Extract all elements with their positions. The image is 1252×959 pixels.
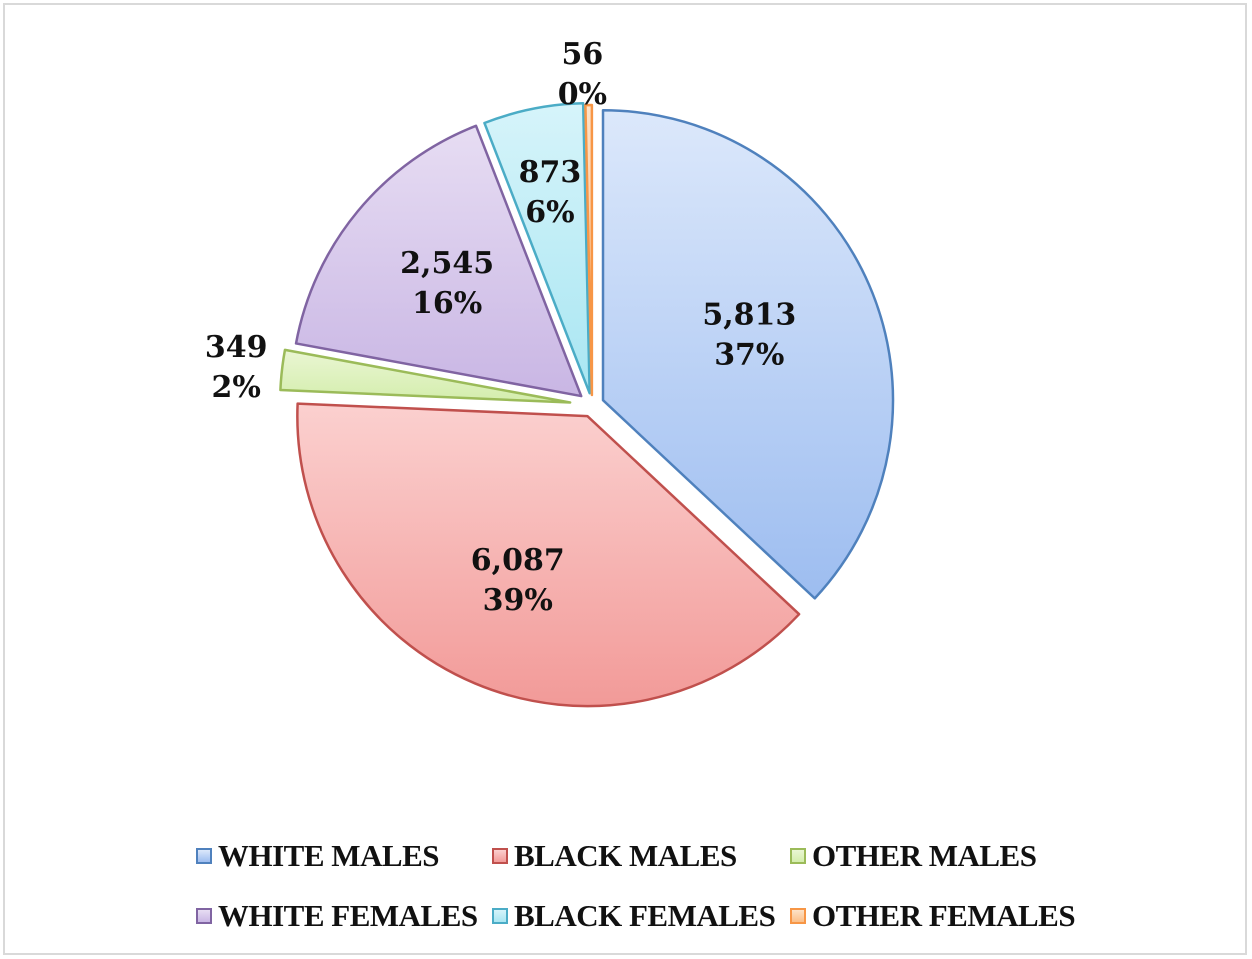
data-label-percent-other-males: 2% xyxy=(212,370,261,405)
pie-slice-black-females xyxy=(483,102,591,395)
data-label-value-white-males: 5,813 xyxy=(702,298,796,333)
pie-labels: 5,813 37% 6,087 39% 349 2% 2,545 16% 873 6% 56 0% xyxy=(205,37,796,618)
data-label-percent-black-females: 6% xyxy=(525,195,574,230)
data-label-value-black-males: 6,087 xyxy=(471,543,565,578)
data-label-percent-white-females: 16% xyxy=(412,286,482,321)
pie-slice-other-males xyxy=(279,348,572,404)
data-label-percent-other-females: 0% xyxy=(558,77,607,112)
pie-slice-white-males xyxy=(601,108,895,600)
data-label-value-white-females: 2,545 xyxy=(400,246,494,281)
data-label-value-black-females: 873 xyxy=(519,155,582,190)
pie-slice-white-females xyxy=(294,124,583,398)
pie-slices xyxy=(279,102,895,708)
data-label-value-other-males: 349 xyxy=(205,330,268,365)
pie-slice-other-females xyxy=(584,103,594,397)
data-label-percent-black-males: 39% xyxy=(483,583,553,618)
pie-slice-black-males xyxy=(296,402,801,708)
data-label-value-other-females: 56 xyxy=(562,37,604,72)
data-label-percent-white-males: 37% xyxy=(714,338,784,373)
